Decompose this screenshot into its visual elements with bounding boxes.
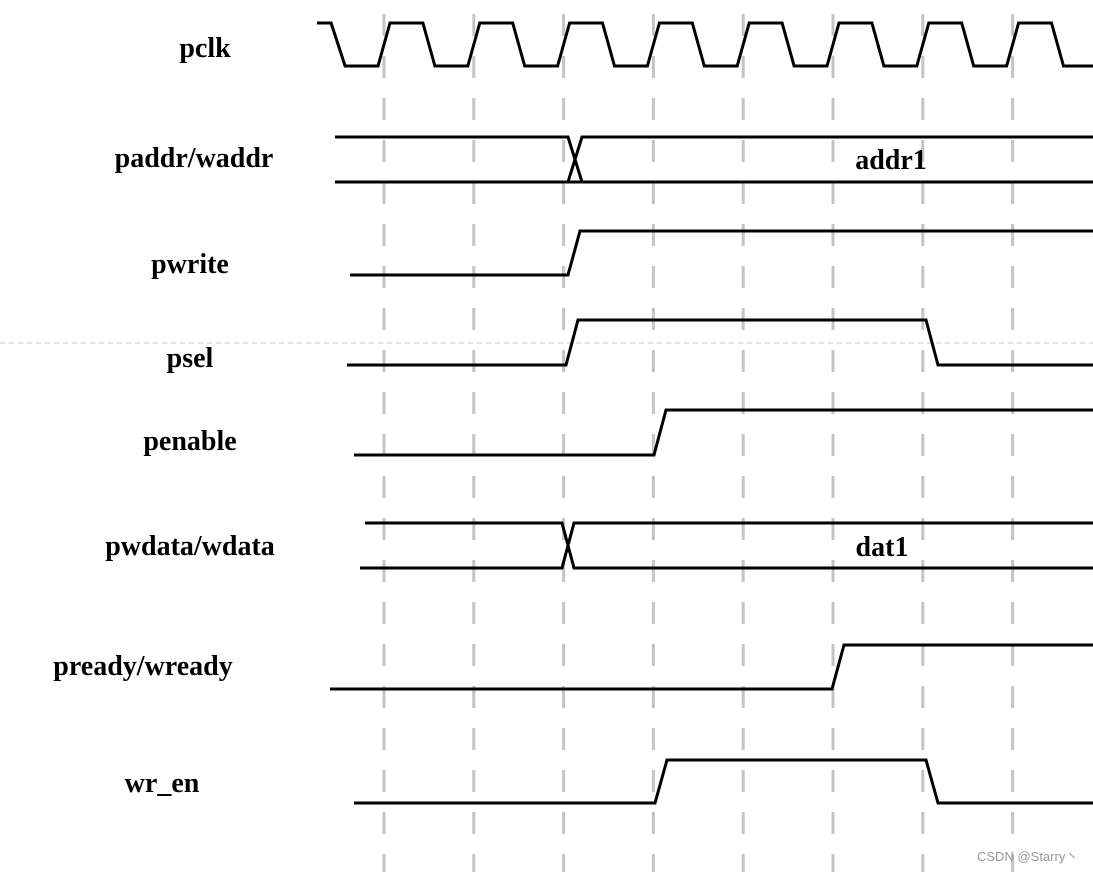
pwdata-value-label: dat1 bbox=[856, 532, 909, 563]
signal-label-wr-en: wr_en bbox=[125, 768, 200, 799]
signal-label-paddr: paddr/waddr bbox=[115, 143, 274, 174]
signal-label-pready: pready/wready bbox=[53, 651, 232, 682]
signal-label-psel: psel bbox=[167, 343, 214, 374]
pwdata-bus-waveform bbox=[360, 521, 1093, 570]
signal-label-pclk: pclk bbox=[179, 33, 231, 64]
signal-label-pwrite: pwrite bbox=[151, 249, 229, 280]
signal-label-pwdata: pwdata/wdata bbox=[105, 531, 275, 562]
clock-edge-gridlines bbox=[382, 14, 1015, 872]
pready-waveform bbox=[330, 643, 1093, 691]
paddr-value-label: addr1 bbox=[855, 145, 927, 176]
psel-waveform bbox=[347, 318, 1093, 367]
pwrite-waveform bbox=[350, 229, 1093, 277]
paddr-bus-waveform bbox=[335, 135, 1093, 184]
pclk-waveform bbox=[317, 21, 1093, 68]
watermark: CSDN @Starry丶 bbox=[977, 849, 1078, 864]
signal-label-penable: penable bbox=[143, 426, 236, 457]
wr-en-waveform bbox=[354, 758, 1093, 805]
penable-waveform bbox=[354, 408, 1093, 457]
